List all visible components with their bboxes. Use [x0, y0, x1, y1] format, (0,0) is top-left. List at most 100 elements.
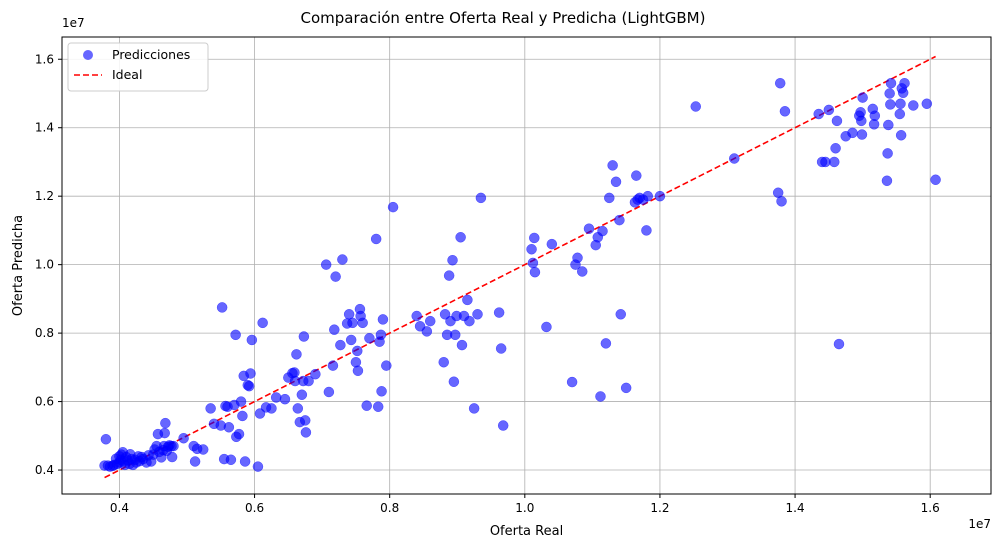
scatter-point: [350, 356, 362, 368]
chart-title: Comparación entre Oferta Real y Predicha…: [301, 9, 706, 27]
scatter-point: [299, 415, 311, 426]
scatter-point: [566, 376, 578, 388]
scatter-point: [894, 108, 906, 120]
scatter-point: [921, 98, 933, 110]
scatter-point: [376, 386, 387, 397]
scatter-point: [411, 310, 422, 322]
scatter-point: [607, 160, 618, 171]
scatter-point: [266, 403, 277, 414]
scatter-point: [230, 329, 241, 341]
y-axis-label: Oferta Predicha: [11, 215, 26, 316]
scatter-point: [237, 410, 248, 422]
x-offset-label: 1e7: [968, 517, 991, 531]
scatter-point: [448, 376, 460, 387]
scatter-point: [572, 252, 583, 264]
scatter-point: [310, 368, 321, 380]
scatter-point: [604, 192, 615, 204]
scatter-point: [347, 317, 358, 329]
scatter-point: [641, 225, 652, 236]
scatter-point: [197, 444, 209, 455]
x-tick-label: 0.8: [380, 501, 399, 515]
scatter-point: [160, 417, 171, 429]
scatter-point: [233, 428, 245, 440]
y-tick-label: 0.4: [35, 463, 54, 477]
y-tick-label: 1.0: [35, 258, 54, 272]
scatter-point: [292, 403, 304, 414]
scatter-point: [654, 190, 666, 202]
x-axis-ticks: 0.4 0.6 0.8 1.0 1.2 1.4 1.6: [110, 494, 940, 515]
scatter-point: [529, 232, 540, 244]
scatter-point: [583, 223, 595, 234]
scatter-point: [189, 456, 201, 467]
scatter-point: [243, 380, 255, 392]
scatter-point: [252, 461, 264, 472]
scatter-point: [456, 339, 468, 351]
scatter-point: [830, 143, 841, 154]
y-tick-label: 1.6: [35, 52, 54, 66]
scatter-point: [899, 77, 910, 89]
scatter-point: [620, 382, 632, 394]
scatter-point: [908, 100, 919, 111]
x-tick-label: 1.4: [786, 501, 805, 515]
scatter-point: [495, 343, 507, 354]
scatter-point: [856, 115, 867, 127]
scatter-point: [464, 315, 475, 327]
scatter-point: [729, 153, 740, 164]
scatter-point: [881, 175, 893, 187]
scatter-point: [235, 396, 247, 407]
scatter-point: [884, 88, 895, 99]
scatter-point: [377, 314, 389, 325]
scatter-point: [327, 360, 339, 371]
ideal-line-layer: [104, 55, 936, 479]
ideal-line: [104, 55, 936, 479]
scatter-point: [823, 104, 835, 116]
scatter-point: [279, 393, 291, 405]
scatter-point: [472, 309, 483, 320]
scatter-point: [833, 338, 845, 350]
scatter-point: [216, 302, 228, 313]
scatter-point: [330, 271, 341, 282]
scatter-point: [883, 119, 894, 131]
scatter-point: [546, 238, 558, 250]
scatter-point: [455, 232, 466, 243]
scatter-point: [239, 456, 251, 467]
scatter-point: [690, 101, 701, 112]
scatter-point: [885, 99, 896, 110]
scatter-point: [615, 309, 627, 320]
x-tick-label: 0.4: [110, 501, 129, 515]
y-tick-label: 0.8: [35, 326, 54, 340]
scatter-points-layer: [99, 77, 941, 472]
scatter-point: [296, 389, 308, 400]
legend-label-predicciones: Predicciones: [112, 47, 190, 62]
scatter-point: [352, 345, 363, 357]
scatter-point: [345, 334, 357, 346]
scatter-point: [166, 451, 178, 463]
scatter-point: [462, 294, 473, 306]
scatter-point: [779, 106, 791, 117]
scatter-point: [930, 174, 941, 185]
scatter-point: [529, 266, 541, 278]
scatter-point: [424, 315, 436, 327]
y-axis-ticks: 0.4 0.6 0.8 1.0 1.2 1.4 1.6: [35, 52, 62, 477]
scatter-point: [421, 326, 433, 337]
legend-marker-predicciones: [83, 50, 93, 60]
scatter-point: [597, 225, 608, 237]
scatter-point: [357, 317, 368, 329]
scatter-point: [370, 233, 382, 245]
scatter-point: [323, 386, 335, 398]
y-tick-label: 1.4: [35, 121, 54, 135]
scatter-point: [225, 454, 237, 466]
scatter-point: [245, 368, 256, 379]
x-tick-label: 1.2: [650, 501, 669, 515]
scatter-point: [223, 421, 235, 433]
scatter-point: [375, 329, 387, 341]
scatter-point: [576, 266, 588, 277]
x-axis-label: Oferta Real: [490, 524, 563, 539]
scatter-point: [361, 400, 372, 411]
scatter-point: [813, 108, 824, 120]
scatter-point: [475, 192, 487, 204]
scatter-point: [246, 334, 258, 346]
scatter-point: [159, 427, 170, 439]
scatter-point: [493, 307, 505, 318]
scatter-point: [443, 270, 455, 281]
